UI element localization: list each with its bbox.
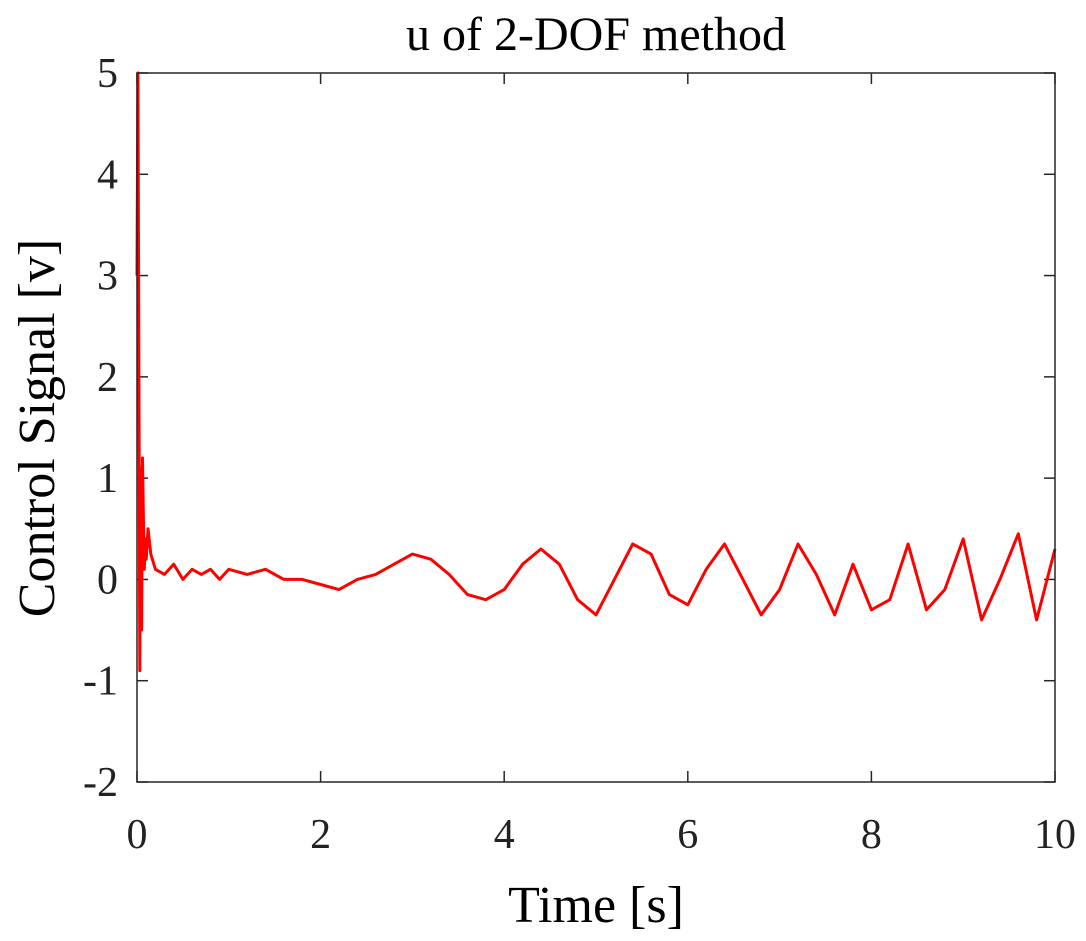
control-signal-line — [135, 71, 1057, 673]
y-tick-label: 5 — [97, 51, 118, 97]
y-tick-label: 3 — [97, 254, 118, 300]
x-tick-label: 6 — [677, 812, 698, 858]
x-tick-label: 2 — [310, 812, 331, 858]
y-tick-label: -2 — [83, 760, 118, 806]
y-tick-label: 0 — [97, 557, 118, 603]
x-axis-label: Time [s] — [508, 877, 684, 934]
x-tick-label: 4 — [494, 812, 515, 858]
y-tick-label: 2 — [97, 355, 118, 401]
x-tick-label: 10 — [1034, 812, 1076, 858]
y-tick-label: 1 — [97, 456, 118, 502]
x-tick-label: 8 — [861, 812, 882, 858]
plot-frame — [136, 72, 1056, 783]
x-tick-label: 0 — [127, 812, 148, 858]
y-tick-label: -1 — [83, 659, 118, 705]
chart-title: u of 2-DOF method — [406, 8, 786, 61]
y-axis-label: Control Signal [v] — [9, 239, 66, 617]
x-axis-ticks: 0 2 4 6 8 10 — [127, 73, 1076, 858]
y-tick-label: 4 — [97, 152, 118, 198]
y-axis-ticks: -2 -1 0 1 2 3 4 5 — [83, 51, 1055, 806]
